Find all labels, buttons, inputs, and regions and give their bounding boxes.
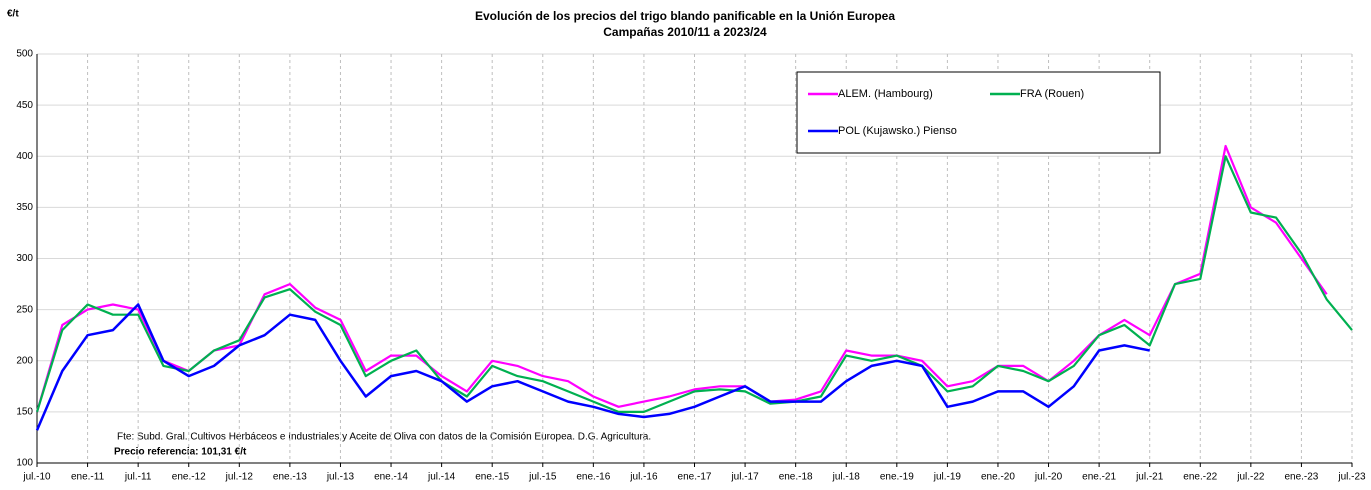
x-tick-label: jul.-17 bbox=[730, 472, 759, 483]
x-tick-label: ene.-18 bbox=[779, 472, 813, 483]
x-tick-label: ene.-23 bbox=[1284, 472, 1318, 483]
x-tick-label: jul.-22 bbox=[1236, 472, 1265, 483]
y-tick-label: 200 bbox=[16, 355, 33, 366]
x-tick-label: ene.-19 bbox=[880, 472, 914, 483]
x-tick-label: ene.-17 bbox=[678, 472, 712, 483]
legend-box bbox=[796, 71, 1161, 154]
x-tick-label: ene.-14 bbox=[374, 472, 408, 483]
x-tick-label: ene.-16 bbox=[576, 472, 610, 483]
x-tick-label: jul.-10 bbox=[22, 472, 51, 483]
x-tick-label: jul.-13 bbox=[326, 472, 355, 483]
y-tick-label: 350 bbox=[16, 202, 33, 213]
x-tick-label: jul.-16 bbox=[629, 472, 658, 483]
x-tick-label: jul.-23 bbox=[1337, 472, 1366, 483]
x-tick-label: ene.-11 bbox=[71, 472, 105, 483]
x-tick-label: ene.-20 bbox=[981, 472, 1015, 483]
series-line bbox=[35, 144, 1328, 413]
x-tick-label: jul.-11 bbox=[124, 472, 152, 483]
y-tick-label: 150 bbox=[16, 407, 33, 418]
legend-label: ALEM. (Hambourg) bbox=[838, 88, 933, 100]
y-tick-label: 450 bbox=[16, 100, 33, 111]
chart-title: Evolución de los precios del trigo bland… bbox=[475, 9, 895, 23]
x-tick-label: ene.-12 bbox=[172, 472, 206, 483]
x-tick-label: ene.-13 bbox=[273, 472, 307, 483]
series-line bbox=[35, 155, 1353, 413]
x-tick-label: jul.-21 bbox=[1135, 472, 1164, 483]
y-tick-label: 250 bbox=[16, 304, 33, 315]
legend-label: FRA (Rouen) bbox=[1020, 88, 1084, 100]
y-tick-label: 300 bbox=[16, 253, 33, 264]
x-tick-label: ene.-15 bbox=[475, 472, 509, 483]
x-tick-label: jul.-15 bbox=[528, 472, 557, 483]
y-axis-label: €/t bbox=[7, 9, 19, 20]
y-tick-label: 400 bbox=[16, 151, 33, 162]
x-tick-label: jul.-19 bbox=[933, 472, 962, 483]
x-tick-label: ene.-21 bbox=[1082, 472, 1116, 483]
x-tick-label: jul.-18 bbox=[832, 472, 861, 483]
x-tick-label: jul.-14 bbox=[427, 472, 456, 483]
source-note: Fte: Subd. Gral. Cultivos Herbáceos e In… bbox=[117, 432, 651, 443]
x-tick-label: jul.-12 bbox=[225, 472, 254, 483]
x-tick-label: jul.-20 bbox=[1034, 472, 1063, 483]
reference-note: Precio referencia: 101,31 €/t bbox=[114, 447, 247, 458]
series-line bbox=[35, 303, 1150, 431]
chart-subtitle: Campañas 2010/11 a 2023/24 bbox=[603, 25, 767, 39]
y-tick-label: 100 bbox=[16, 458, 33, 469]
x-tick-label: ene.-22 bbox=[1183, 472, 1217, 483]
legend-label: POL (Kujawsko.) Pienso bbox=[838, 125, 957, 137]
y-tick-label: 500 bbox=[16, 49, 33, 60]
